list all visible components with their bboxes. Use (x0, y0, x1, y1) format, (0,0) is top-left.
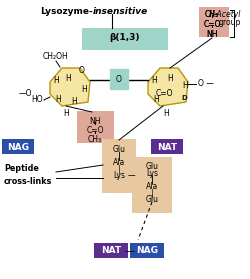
FancyBboxPatch shape (150, 139, 182, 154)
Text: |: | (150, 189, 153, 198)
Text: NAG: NAG (136, 247, 157, 256)
Text: O: O (116, 74, 121, 83)
Text: H: H (63, 109, 68, 119)
Text: —: — (127, 171, 134, 180)
Text: NH: NH (206, 30, 217, 39)
Text: NAT: NAT (100, 247, 120, 256)
Text: NAG: NAG (7, 143, 29, 151)
Text: O: O (79, 66, 84, 74)
Text: N-Acetyl: N-Acetyl (208, 10, 240, 19)
Text: H: H (81, 85, 86, 95)
FancyBboxPatch shape (130, 243, 163, 258)
Text: O —: O — (197, 80, 213, 88)
Text: CH₃: CH₃ (204, 10, 218, 19)
FancyBboxPatch shape (82, 28, 167, 50)
Text: Lys: Lys (112, 171, 124, 180)
Text: |: | (117, 152, 120, 161)
Text: HO: HO (31, 95, 43, 105)
FancyBboxPatch shape (132, 157, 171, 213)
Text: H: H (152, 95, 158, 105)
Text: H: H (71, 97, 76, 107)
Text: C=O: C=O (202, 20, 220, 29)
Polygon shape (148, 68, 187, 106)
Text: group: group (218, 18, 240, 27)
Text: NH: NH (89, 117, 100, 126)
FancyBboxPatch shape (77, 111, 114, 143)
Text: CH₃: CH₃ (204, 10, 218, 19)
Text: H: H (162, 109, 168, 119)
Text: C=O: C=O (155, 88, 172, 97)
Text: H: H (53, 76, 59, 85)
FancyBboxPatch shape (94, 243, 128, 258)
Text: H: H (65, 73, 70, 83)
Text: Glu: Glu (145, 195, 158, 204)
Text: Lys: Lys (146, 169, 157, 178)
Text: |: | (150, 175, 153, 184)
Text: C=O: C=O (202, 20, 220, 29)
Text: |: | (117, 152, 120, 161)
Text: Peptide
cross-links: Peptide cross-links (4, 164, 52, 186)
FancyBboxPatch shape (102, 139, 136, 193)
Text: Glu: Glu (112, 145, 125, 154)
Text: NH: NH (206, 30, 217, 39)
Text: Lysozyme-: Lysozyme- (40, 7, 93, 16)
FancyBboxPatch shape (2, 139, 34, 154)
Text: Ala: Ala (145, 182, 158, 191)
Text: —O: —O (18, 90, 32, 98)
Text: |: | (117, 165, 120, 174)
Text: Glu: Glu (145, 162, 158, 171)
Polygon shape (50, 68, 90, 106)
Text: —: — (124, 246, 133, 256)
Text: Ala: Ala (112, 158, 125, 167)
Text: |: | (150, 176, 153, 185)
Text: insensitive: insensitive (93, 7, 148, 16)
Text: H: H (182, 81, 187, 90)
Text: C=O: C=O (86, 126, 103, 135)
Text: NAT: NAT (156, 143, 176, 151)
Text: H: H (150, 76, 156, 85)
Text: H: H (166, 73, 172, 83)
Text: H: H (55, 95, 61, 105)
Text: D: D (180, 95, 186, 101)
Text: CH₃: CH₃ (88, 135, 102, 144)
FancyBboxPatch shape (198, 7, 228, 37)
Text: CH₂OH: CH₂OH (43, 52, 68, 61)
Text: β(1,3): β(1,3) (109, 32, 140, 42)
